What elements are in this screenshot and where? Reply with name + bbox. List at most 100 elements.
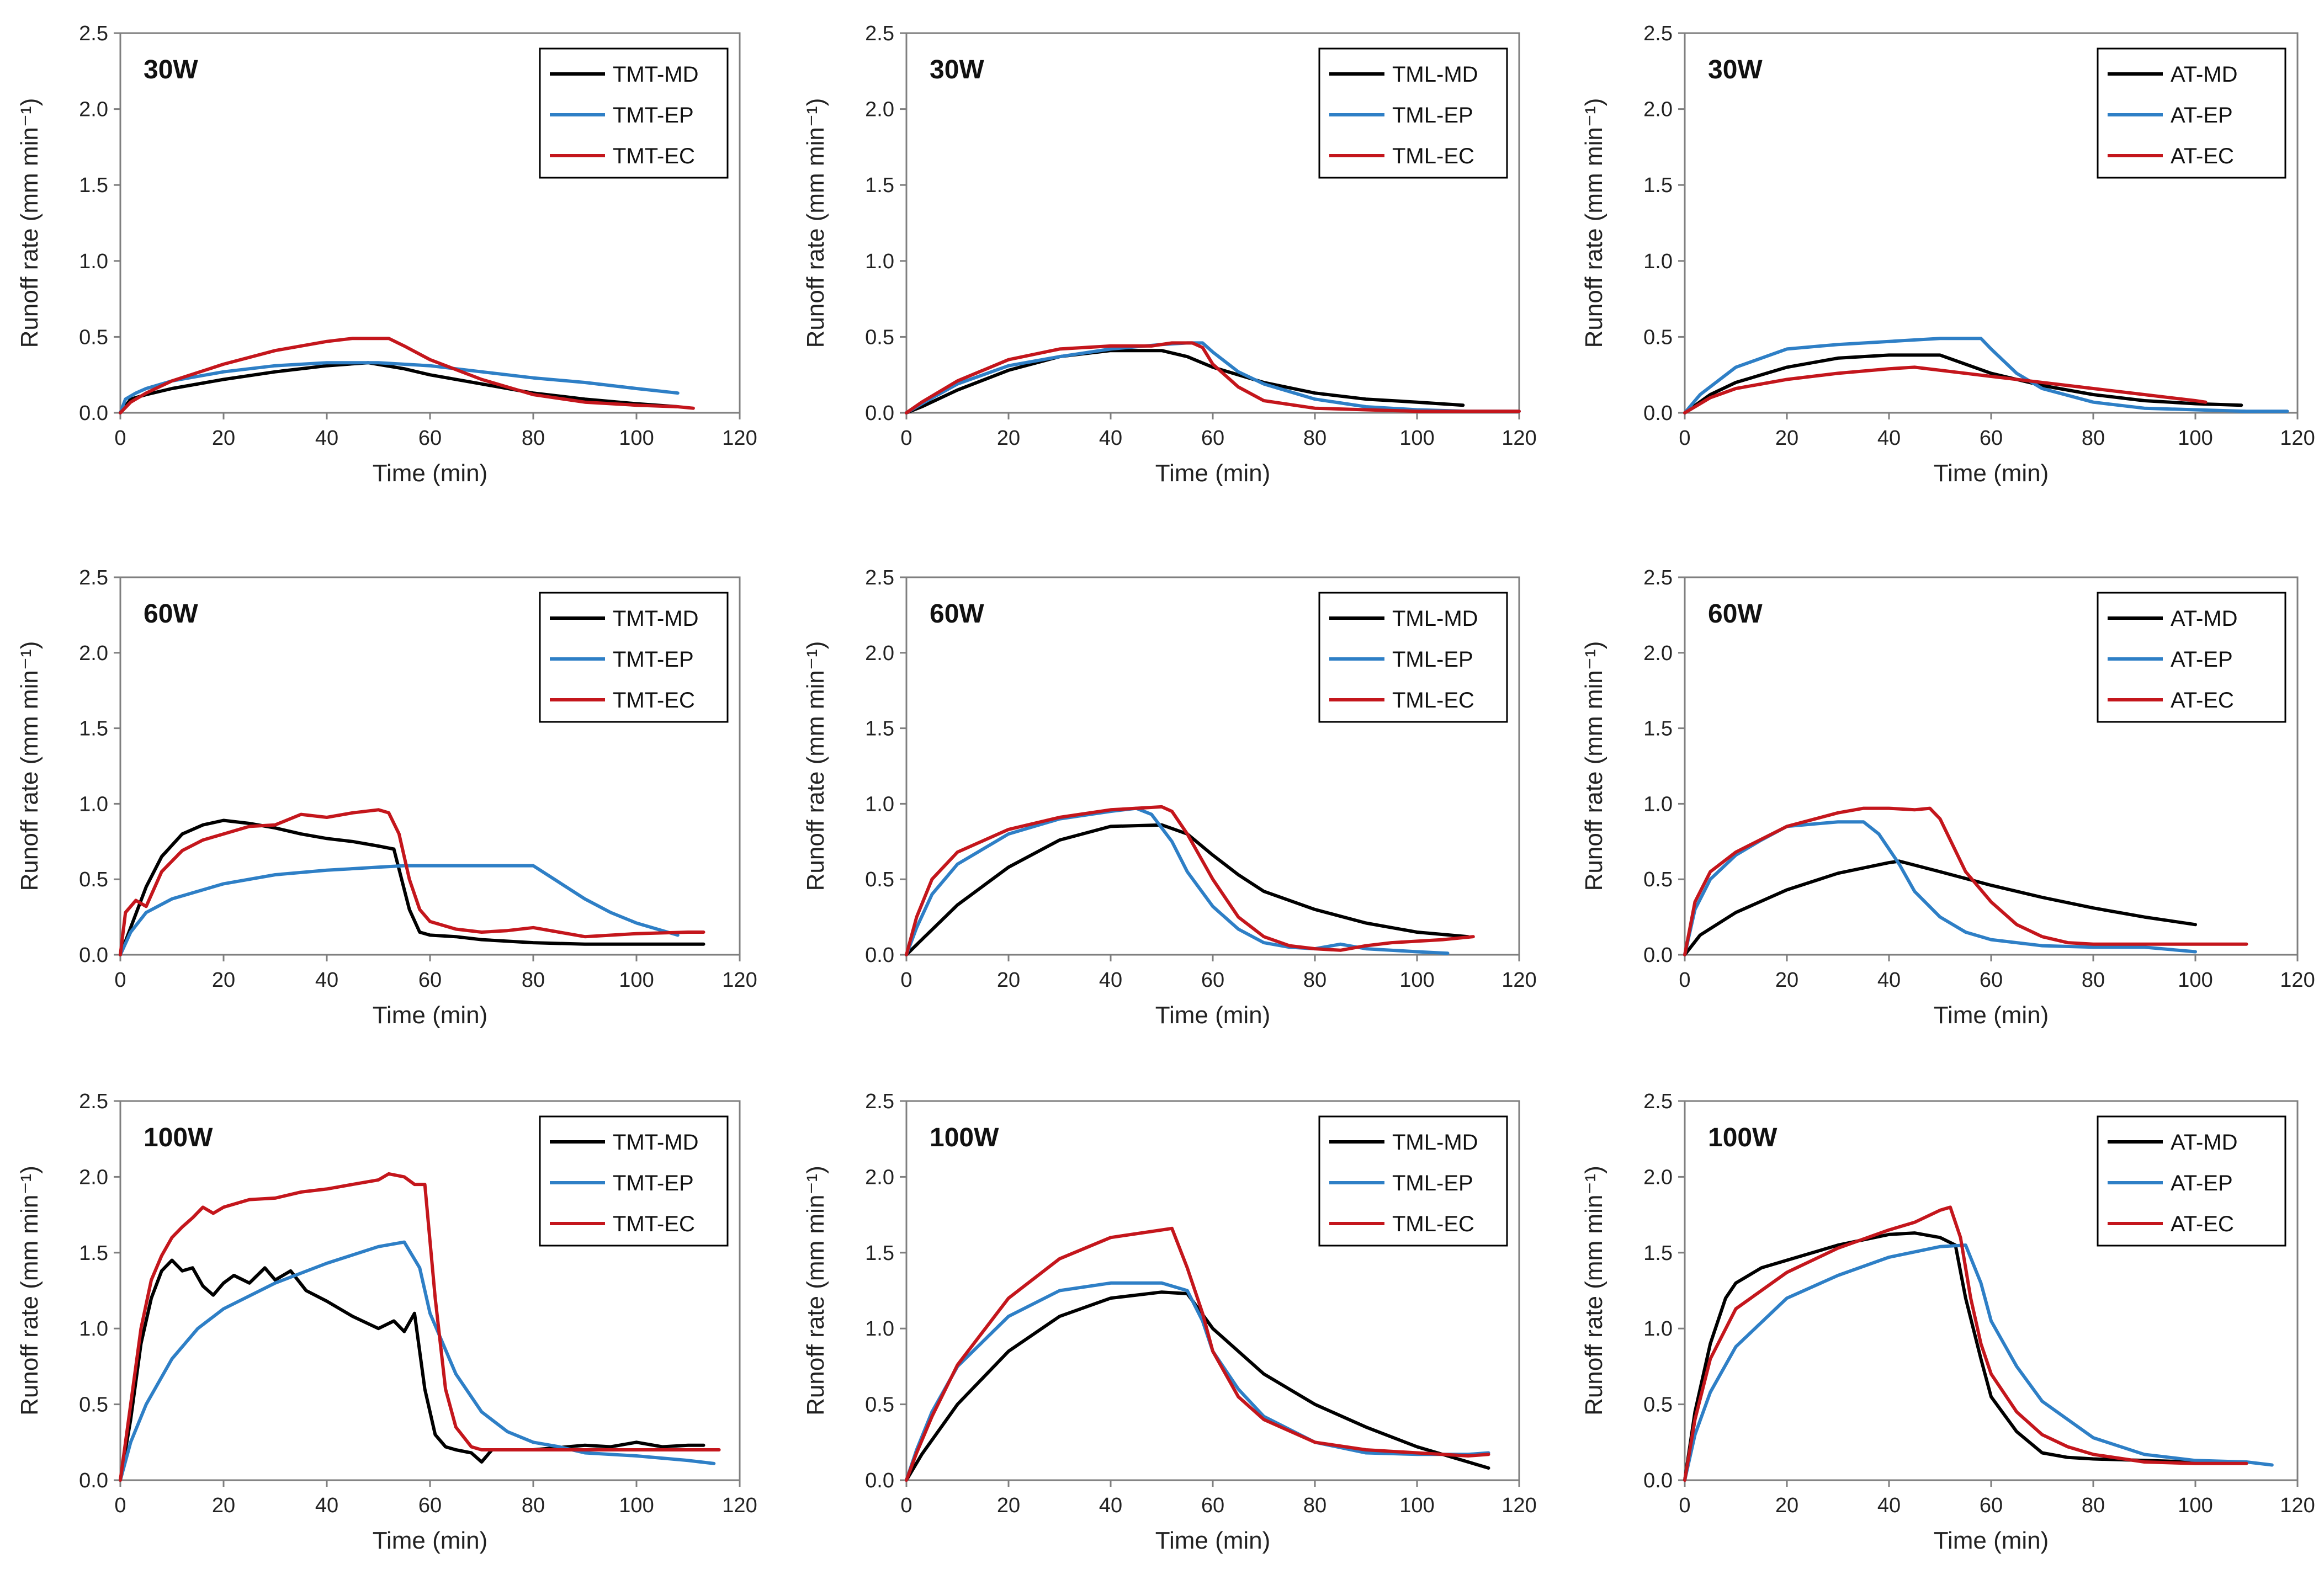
x-tick-label: 80	[2082, 969, 2105, 992]
legend-entry-label: TML-EP	[1392, 103, 1473, 127]
x-tick-label: 120	[722, 969, 757, 992]
legend-entry-label: TMT-EP	[613, 1171, 694, 1195]
legend: TML-MD TML-EP TML-EC	[1318, 47, 1508, 179]
series-line-tml-ep	[905, 806, 1450, 956]
y-tick-label: 2.5	[865, 22, 894, 45]
x-tick-label: 40	[1099, 427, 1122, 450]
x-tick-label: 40	[315, 427, 338, 450]
y-tick-label: 2.0	[79, 1166, 108, 1189]
legend: TML-MD TML-EP TML-EC	[1318, 592, 1508, 723]
x-tick-label: 20	[997, 1494, 1020, 1517]
legend-entry-label: TML-EC	[1392, 144, 1474, 168]
x-tick-label: 80	[1303, 969, 1327, 992]
x-tick-label: 60	[418, 969, 442, 992]
x-tick-label: 100	[619, 969, 654, 992]
x-tick-label: 60	[1980, 969, 2003, 992]
x-tick-label: 40	[315, 1494, 338, 1517]
y-axis-label: Runoff rate (mm min⁻¹)	[802, 1166, 829, 1416]
x-tick-label: 20	[997, 969, 1020, 992]
legend-entry-label: AT-EC	[2171, 1212, 2234, 1236]
y-tick-label: 2.5	[865, 566, 894, 589]
x-tick-label: 120	[1501, 969, 1536, 992]
panel-power-label: 30W	[1708, 55, 1763, 84]
x-axis-label: Time (min)	[1934, 1527, 2049, 1554]
x-tick-label: 20	[212, 969, 235, 992]
y-tick-label: 1.0	[79, 793, 108, 816]
x-tick-label: 20	[212, 1494, 235, 1517]
y-tick-label: 2.5	[79, 566, 108, 589]
x-tick-label: 0	[114, 427, 126, 450]
y-tick-label: 1.5	[865, 174, 894, 197]
x-tick-label: 100	[619, 1494, 654, 1517]
legend-entry-label: TML-EC	[1392, 688, 1474, 712]
legend: TML-MD TML-EP TML-EC	[1318, 1115, 1508, 1247]
series-line-at-ec	[1683, 365, 2208, 414]
y-axis-label: Runoff rate (mm min⁻¹)	[1580, 641, 1607, 891]
x-tick-label: 40	[315, 969, 338, 992]
y-tick-label: 2.5	[79, 22, 108, 45]
y-tick-label: 1.0	[865, 250, 894, 273]
series-line-tmt-md	[119, 1258, 705, 1482]
x-tick-label: 60	[1201, 427, 1224, 450]
panel-power-label: 60W	[1708, 599, 1763, 629]
y-tick-label: 0.0	[79, 1469, 108, 1492]
series-line-at-ep	[1683, 1243, 2274, 1482]
x-tick-label: 80	[1303, 427, 1327, 450]
y-axis-label: Runoff rate (mm min⁻¹)	[1580, 98, 1607, 348]
x-tick-label: 0	[114, 1494, 126, 1517]
y-tick-label: 2.0	[1643, 1166, 1673, 1189]
x-tick-label: 80	[522, 1494, 545, 1517]
legend-entry-label: TMT-MD	[613, 1130, 699, 1155]
chart-panel-8: 0.0 0.5 1.0 1.5 2.0 2.5 0 20 40 60 80 100 120 Time (m…	[802, 1090, 1537, 1554]
series-line-tmt-ep	[119, 864, 680, 956]
series-line-at-ep	[1683, 337, 2289, 414]
y-axis-label: Runoff rate (mm min⁻¹)	[16, 1166, 43, 1416]
y-tick-label: 0.5	[865, 326, 894, 349]
y-tick-label: 1.0	[865, 793, 894, 816]
x-tick-label: 0	[900, 427, 912, 450]
y-tick-label: 0.0	[865, 402, 894, 425]
x-tick-label: 0	[900, 969, 912, 992]
x-tick-label: 100	[2178, 969, 2212, 992]
legend: AT-MD AT-EP AT-EC	[2097, 47, 2286, 179]
x-tick-label: 20	[1775, 427, 1798, 450]
y-tick-label: 1.0	[1643, 793, 1673, 816]
series-line-tml-md	[905, 349, 1465, 414]
series-line-at-ep	[1683, 820, 2197, 956]
legend-entry-label: TMT-MD	[613, 607, 699, 631]
y-tick-label: 0.5	[1643, 1394, 1673, 1417]
x-tick-label: 40	[1099, 969, 1122, 992]
series-line-at-ec	[1683, 806, 2248, 956]
y-tick-label: 0.5	[79, 1394, 108, 1417]
panel-power-label: 100W	[144, 1123, 213, 1152]
y-tick-label: 2.0	[79, 98, 108, 121]
legend-entry-label: AT-MD	[2171, 607, 2237, 631]
legend-entry-label: TML-MD	[1392, 607, 1478, 631]
y-tick-label: 1.5	[865, 1242, 894, 1265]
y-tick-label: 1.0	[79, 1317, 108, 1341]
legend-entry-label: AT-EC	[2171, 144, 2234, 168]
y-tick-label: 1.5	[79, 1242, 108, 1265]
legend-entry-label: AT-EP	[2171, 103, 2233, 127]
x-tick-label: 120	[2280, 969, 2315, 992]
x-tick-label: 0	[1679, 969, 1690, 992]
x-tick-label: 60	[418, 427, 442, 450]
legend: TMT-MD TMT-EP TMT-EC	[539, 47, 729, 179]
x-tick-label: 100	[2178, 1494, 2212, 1517]
y-axis-label: Runoff rate (mm min⁻¹)	[802, 641, 829, 891]
y-tick-label: 2.5	[79, 1090, 108, 1113]
chart-panel-9: 0.0 0.5 1.0 1.5 2.0 2.5 0 20 40 60 80 100 120 Time (m…	[1580, 1090, 2315, 1554]
legend-entry-label: TMT-EC	[613, 688, 695, 712]
series-line-at-md	[1683, 353, 2243, 414]
chart-panel-7: 0.0 0.5 1.0 1.5 2.0 2.5 0 20 40 60 80 100 120 Time (m…	[16, 1090, 757, 1554]
legend-entry-label: AT-MD	[2171, 62, 2237, 87]
y-tick-label: 0.0	[1643, 402, 1673, 425]
y-tick-label: 0.0	[1643, 944, 1673, 967]
y-axis-label: Runoff rate (mm min⁻¹)	[16, 98, 43, 348]
y-tick-label: 0.5	[865, 868, 894, 891]
chart-panel-4: 0.0 0.5 1.0 1.5 2.0 2.5 0 20 40 60 80 100 120 Time (m…	[16, 566, 757, 1029]
x-tick-label: 20	[212, 427, 235, 450]
series-line-tml-ec	[905, 1226, 1490, 1482]
y-tick-label: 1.5	[865, 717, 894, 741]
y-tick-label: 2.0	[1643, 642, 1673, 665]
